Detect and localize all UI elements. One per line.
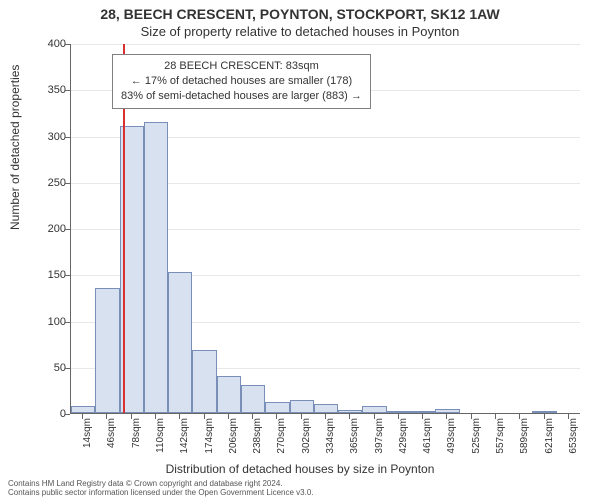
y-tick-label: 50 bbox=[26, 362, 66, 374]
y-tick-mark bbox=[65, 183, 70, 184]
x-tick-label: 270sqm bbox=[276, 418, 287, 478]
y-tick-mark bbox=[65, 322, 70, 323]
histogram-bar bbox=[435, 409, 459, 413]
y-tick-label: 250 bbox=[26, 177, 66, 189]
x-tick-mark bbox=[568, 414, 569, 419]
x-tick-label: 334sqm bbox=[325, 418, 336, 478]
x-tick-label: 142sqm bbox=[179, 418, 190, 478]
y-axis-label: Number of detached properties bbox=[8, 65, 22, 230]
x-tick-mark bbox=[398, 414, 399, 419]
footer-attribution: Contains HM Land Registry data © Crown c… bbox=[8, 479, 592, 498]
x-tick-label: 493sqm bbox=[446, 418, 457, 478]
x-tick-label: 238sqm bbox=[252, 418, 263, 478]
histogram-bar bbox=[95, 288, 119, 413]
histogram-bar bbox=[362, 406, 386, 413]
y-tick-mark bbox=[65, 229, 70, 230]
histogram-bar bbox=[217, 376, 241, 413]
chart-title-main: 28, BEECH CRESCENT, POYNTON, STOCKPORT, … bbox=[0, 6, 600, 22]
x-tick-mark bbox=[131, 414, 132, 419]
x-tick-label: 206sqm bbox=[228, 418, 239, 478]
y-tick-label: 350 bbox=[26, 84, 66, 96]
y-tick-mark bbox=[65, 44, 70, 45]
x-tick-mark bbox=[82, 414, 83, 419]
x-tick-mark bbox=[325, 414, 326, 419]
x-tick-mark bbox=[544, 414, 545, 419]
x-tick-mark bbox=[179, 414, 180, 419]
x-tick-label: 621sqm bbox=[544, 418, 555, 478]
histogram-bar bbox=[192, 350, 216, 413]
x-tick-mark bbox=[252, 414, 253, 419]
histogram-bar bbox=[314, 404, 338, 413]
histogram-bar bbox=[411, 411, 435, 413]
x-tick-mark bbox=[204, 414, 205, 419]
x-tick-mark bbox=[106, 414, 107, 419]
chart-title-sub: Size of property relative to detached ho… bbox=[0, 24, 600, 39]
y-tick-mark bbox=[65, 368, 70, 369]
x-tick-label: 429sqm bbox=[398, 418, 409, 478]
y-tick-label: 0 bbox=[26, 408, 66, 420]
x-tick-label: 174sqm bbox=[204, 418, 215, 478]
histogram-bar bbox=[387, 411, 411, 413]
x-tick-label: 397sqm bbox=[374, 418, 385, 478]
x-tick-label: 557sqm bbox=[495, 418, 506, 478]
x-tick-label: 78sqm bbox=[131, 418, 142, 478]
histogram-bar bbox=[290, 400, 314, 413]
x-tick-label: 46sqm bbox=[106, 418, 117, 478]
y-tick-label: 100 bbox=[26, 316, 66, 328]
x-tick-label: 461sqm bbox=[422, 418, 433, 478]
histogram-bar bbox=[532, 411, 556, 413]
y-tick-label: 300 bbox=[26, 131, 66, 143]
chart-container: 28, BEECH CRESCENT, POYNTON, STOCKPORT, … bbox=[0, 0, 600, 500]
y-tick-label: 400 bbox=[26, 38, 66, 50]
x-tick-mark bbox=[519, 414, 520, 419]
x-tick-mark bbox=[422, 414, 423, 419]
x-tick-mark bbox=[301, 414, 302, 419]
annotation-line-2: ← 17% of detached houses are smaller (17… bbox=[121, 74, 362, 89]
x-tick-mark bbox=[276, 414, 277, 419]
y-tick-label: 200 bbox=[26, 223, 66, 235]
histogram-bar bbox=[241, 385, 265, 413]
annotation-line-1: 28 BEECH CRESCENT: 83sqm bbox=[121, 59, 362, 74]
grid-line bbox=[71, 44, 580, 45]
x-tick-label: 525sqm bbox=[471, 418, 482, 478]
footer-line-1: Contains HM Land Registry data © Crown c… bbox=[8, 479, 592, 489]
x-tick-mark bbox=[349, 414, 350, 419]
x-tick-mark bbox=[228, 414, 229, 419]
annotation-line-3: 83% of semi-detached houses are larger (… bbox=[121, 89, 362, 104]
histogram-bar bbox=[144, 122, 168, 413]
x-tick-label: 110sqm bbox=[155, 418, 166, 478]
y-tick-label: 150 bbox=[26, 269, 66, 281]
histogram-bar bbox=[168, 272, 192, 413]
x-tick-label: 653sqm bbox=[568, 418, 579, 478]
x-tick-mark bbox=[446, 414, 447, 419]
y-tick-mark bbox=[65, 414, 70, 415]
x-tick-mark bbox=[155, 414, 156, 419]
x-tick-label: 589sqm bbox=[519, 418, 530, 478]
footer-line-2: Contains public sector information licen… bbox=[8, 488, 592, 498]
x-tick-label: 365sqm bbox=[349, 418, 360, 478]
histogram-bar bbox=[338, 410, 362, 413]
x-tick-mark bbox=[374, 414, 375, 419]
x-tick-mark bbox=[471, 414, 472, 419]
y-tick-mark bbox=[65, 275, 70, 276]
x-tick-label: 14sqm bbox=[82, 418, 93, 478]
histogram-bar bbox=[71, 406, 95, 413]
x-tick-mark bbox=[495, 414, 496, 419]
y-tick-mark bbox=[65, 137, 70, 138]
x-tick-label: 302sqm bbox=[301, 418, 312, 478]
y-tick-mark bbox=[65, 90, 70, 91]
annotation-box: 28 BEECH CRESCENT: 83sqm ← 17% of detach… bbox=[112, 54, 371, 109]
histogram-bar bbox=[265, 402, 289, 413]
